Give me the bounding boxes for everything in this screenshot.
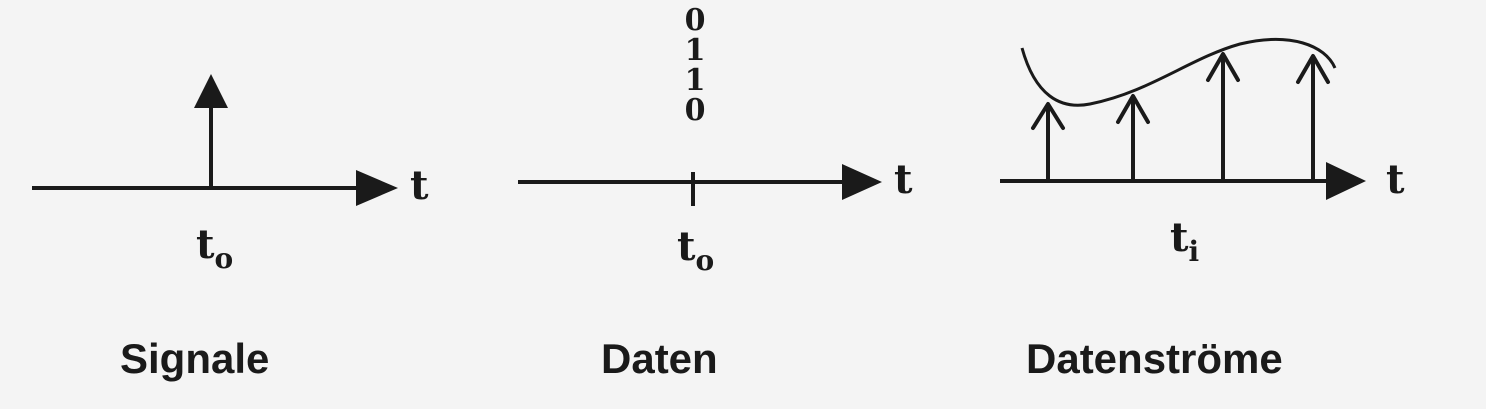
data-bit: 1	[684, 33, 706, 68]
signal-impulse-arrowhead	[194, 74, 228, 108]
stream-axis-arrowhead	[1326, 162, 1366, 200]
data-bit: 0	[684, 3, 706, 38]
data-tick-sub: o	[695, 244, 715, 277]
data-axis-label: t	[894, 156, 913, 203]
stream-sample-arrowhead	[1031, 102, 1065, 130]
data-tick-label: to	[677, 227, 714, 275]
data-bit: 0	[684, 93, 706, 128]
stream-tick-label: ti	[1170, 218, 1199, 266]
signal-tick-sub: o	[214, 242, 234, 275]
stream-axis-label: t	[1386, 156, 1405, 203]
data-tick-base: t	[677, 223, 696, 270]
stream-tick-sub: i	[1188, 235, 1200, 268]
stream-curve	[1020, 37, 1337, 107]
signal-tick-base: t	[196, 221, 215, 268]
stream-tick-base: t	[1170, 214, 1189, 261]
stream-caption: Datenströme	[1026, 335, 1283, 382]
data-bit: 1	[684, 63, 706, 98]
data-caption: Daten	[601, 335, 718, 382]
signal-axis-arrowhead	[356, 170, 398, 206]
data-axis-arrowhead	[842, 164, 882, 200]
stream-sample-arrowhead	[1116, 94, 1150, 124]
stream-sample-arrowhead	[1296, 54, 1330, 84]
data-bit-stack: 0 1 1 0	[679, 6, 711, 126]
signal-tick-label: to	[196, 225, 233, 273]
stream-sample-arrowhead	[1206, 52, 1240, 82]
signal-axis-label: t	[410, 162, 429, 209]
signal-caption: Signale	[120, 335, 270, 382]
